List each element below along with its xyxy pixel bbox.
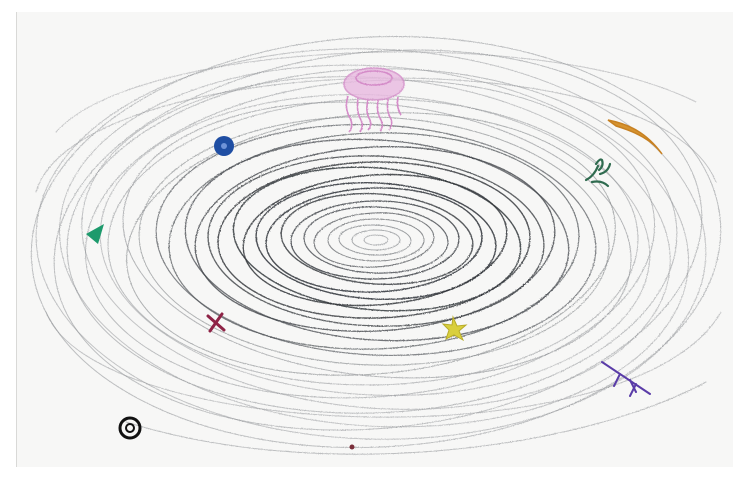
red-cross-drawing — [206, 312, 226, 333]
inner-spiral — [155, 123, 597, 357]
black-ring-drawing — [118, 416, 142, 440]
yellow-star-drawing — [441, 315, 468, 342]
small-dot-drawing — [349, 444, 355, 450]
green-creature-drawing — [584, 158, 612, 188]
green-triangle-drawing — [86, 224, 104, 244]
orange-swoosh-drawing — [607, 119, 663, 155]
jellyfish-drawing — [343, 67, 405, 133]
blue-planet-drawing — [214, 136, 234, 156]
purple-branch-drawing — [601, 361, 651, 397]
spiral-drawing — [30, 35, 722, 455]
